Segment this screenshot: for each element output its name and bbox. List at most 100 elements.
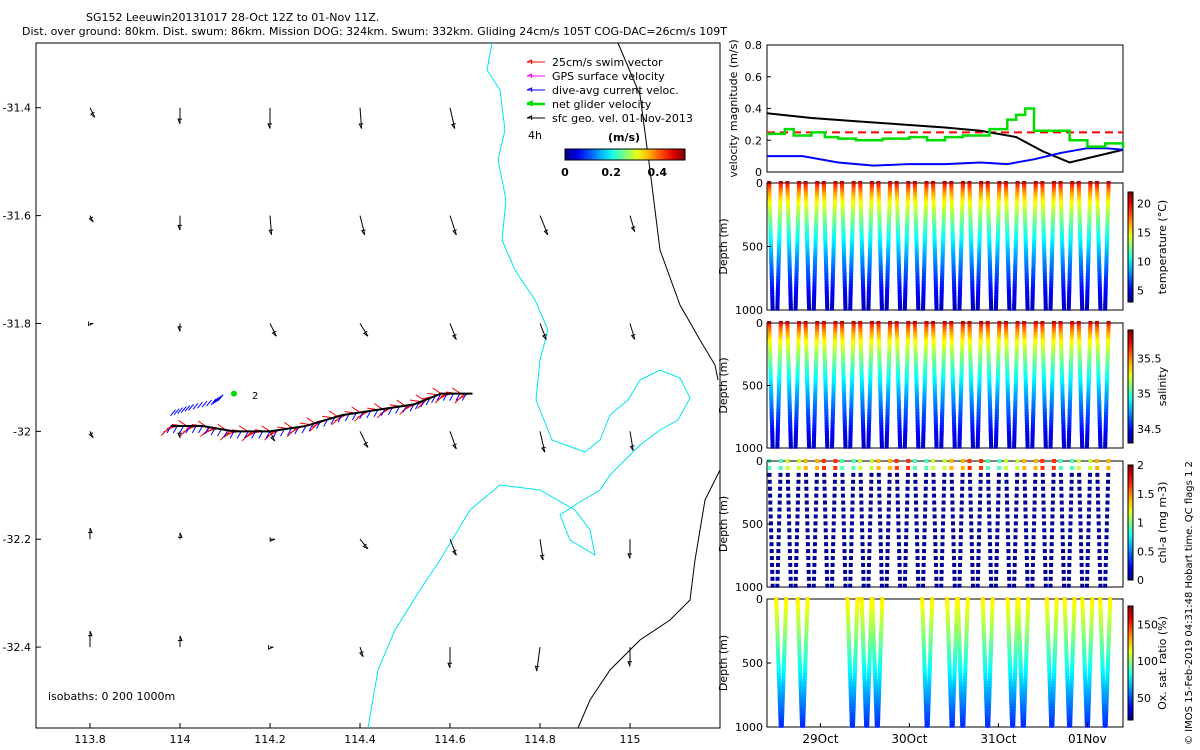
profile-point xyxy=(786,365,791,369)
profile-point xyxy=(922,245,927,250)
profile-point xyxy=(985,329,990,334)
profile-point xyxy=(987,398,992,402)
profile-point xyxy=(1030,576,1035,581)
profile-point xyxy=(996,214,1001,219)
profile-point xyxy=(1041,373,1046,378)
profile-point xyxy=(916,576,921,581)
profile-point xyxy=(1067,428,1072,433)
profile-point xyxy=(950,365,955,369)
profile-point xyxy=(985,459,990,463)
profile-point xyxy=(793,298,798,303)
profile-point xyxy=(986,194,991,199)
profile-point xyxy=(1104,542,1109,547)
profile-point xyxy=(861,650,866,655)
profile-point xyxy=(913,479,918,484)
profile-point xyxy=(787,242,792,247)
profile-point xyxy=(887,214,892,219)
profile-point xyxy=(931,206,936,211)
profile-point xyxy=(977,231,982,236)
profile-point xyxy=(1013,535,1018,540)
profile-point xyxy=(876,695,881,700)
profile-point xyxy=(1024,406,1029,411)
profile-point xyxy=(1050,242,1055,247)
profile-point xyxy=(1069,340,1074,345)
profile-point xyxy=(1040,321,1045,325)
profile-point xyxy=(862,667,867,672)
profile-point xyxy=(805,613,810,618)
profile-point xyxy=(841,356,846,361)
profile-point xyxy=(788,278,793,283)
profile-point xyxy=(1032,493,1037,498)
profile-point xyxy=(859,242,864,247)
profile-point xyxy=(960,459,965,463)
profile-point xyxy=(778,200,783,205)
profile-point xyxy=(1096,387,1101,391)
profile-point xyxy=(806,433,811,438)
profile-point xyxy=(968,208,973,213)
profile-point xyxy=(894,181,899,185)
profile-point xyxy=(885,278,890,283)
profile-point xyxy=(940,264,945,269)
profile-point xyxy=(785,323,790,328)
profile-point xyxy=(921,303,926,308)
profile-point xyxy=(1048,583,1053,588)
profile-point xyxy=(942,332,947,336)
profile-point xyxy=(868,627,873,632)
profile-point xyxy=(812,264,817,269)
profile-point xyxy=(777,701,782,706)
profile-point xyxy=(912,183,917,188)
profile-point xyxy=(777,687,782,692)
profile-point xyxy=(768,239,773,244)
profile-point xyxy=(866,439,871,444)
profile-point xyxy=(831,521,836,526)
profile-point xyxy=(867,409,872,413)
profile-point xyxy=(860,630,865,635)
velocity-ylabel: velocity magnitude (m/s) xyxy=(727,39,740,177)
profile-point xyxy=(1012,433,1017,438)
profile-point xyxy=(804,359,809,364)
dac-vector xyxy=(380,408,386,416)
geo-vector xyxy=(359,538,369,550)
profile-point xyxy=(824,433,829,438)
geo-vector-head xyxy=(358,123,364,129)
profile-point xyxy=(829,583,834,588)
profile-point xyxy=(861,431,866,435)
profile-point xyxy=(822,200,827,205)
profile-point xyxy=(805,242,810,247)
profile-point xyxy=(942,206,947,211)
profile-point xyxy=(832,340,837,345)
profile-point xyxy=(942,459,947,463)
profile-point xyxy=(1004,194,1009,199)
profile-point xyxy=(1032,211,1037,216)
profile-point xyxy=(886,236,891,241)
profile-point xyxy=(895,222,900,227)
profile-point xyxy=(960,183,965,188)
profile-point xyxy=(848,289,853,294)
profile-point xyxy=(951,389,956,394)
profile-point xyxy=(903,406,908,411)
profile-point xyxy=(840,186,845,191)
profile-point xyxy=(1061,295,1066,300)
dac-vector xyxy=(180,406,187,413)
geo-vector-head xyxy=(177,326,182,332)
profile-point xyxy=(769,253,774,258)
legend-label: 25cm/s swim vector xyxy=(552,56,663,69)
profile-point xyxy=(1077,225,1082,230)
profile-point xyxy=(897,549,902,554)
profile-point xyxy=(767,479,772,484)
profile-point xyxy=(922,514,927,519)
dac-vector xyxy=(461,393,467,401)
profile-point xyxy=(783,622,788,627)
profile-point xyxy=(1004,332,1009,336)
profile-point xyxy=(1031,281,1036,286)
profile-point xyxy=(842,253,847,258)
profile-point xyxy=(861,639,866,644)
profile-point xyxy=(814,200,819,205)
profile-point xyxy=(776,528,781,533)
legend-marker-head xyxy=(526,100,533,106)
profile-point xyxy=(1105,239,1110,244)
profile-point xyxy=(849,381,854,386)
profile-point xyxy=(847,644,852,649)
profile-point xyxy=(923,343,928,347)
